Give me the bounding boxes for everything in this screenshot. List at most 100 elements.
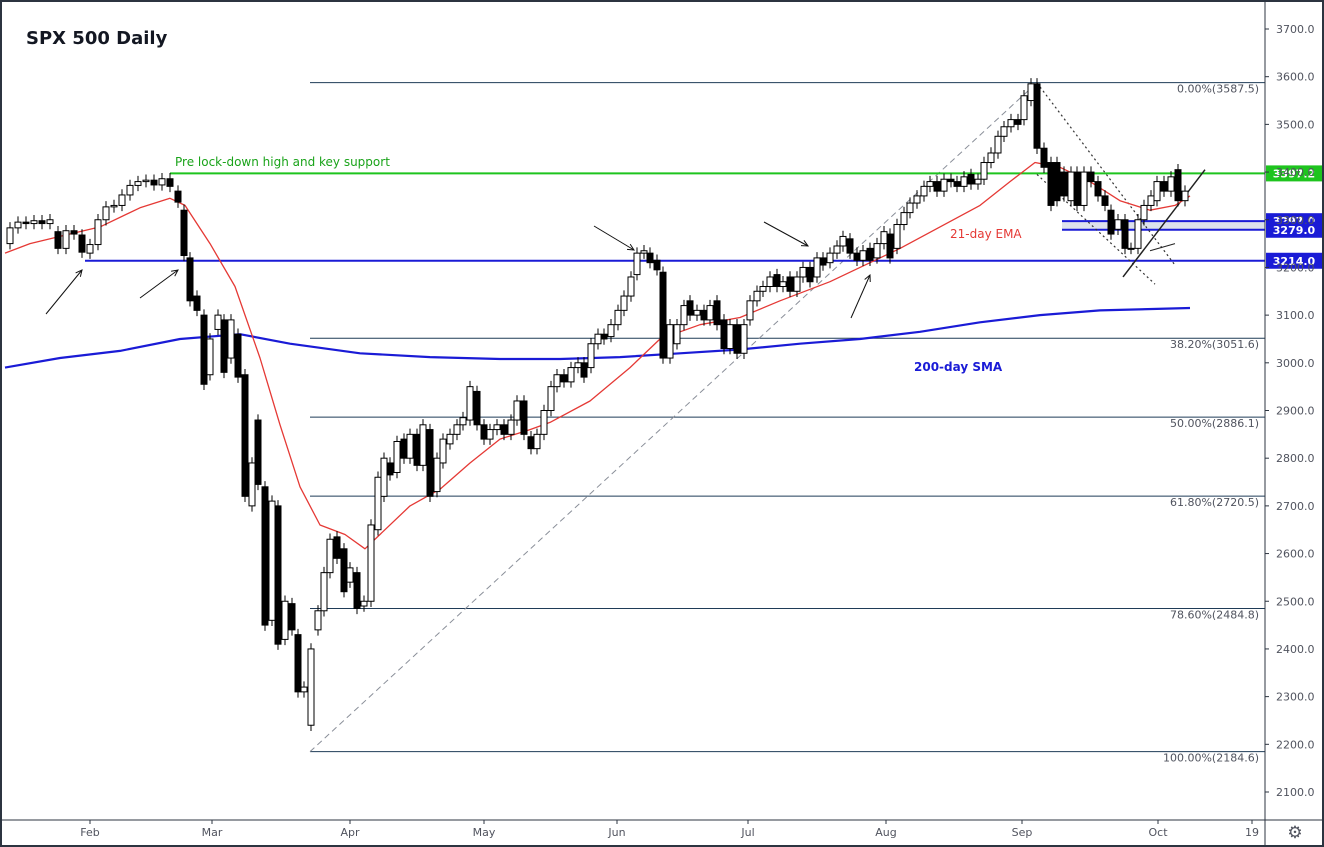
- y-tick-label: 3000.0: [1276, 357, 1315, 370]
- candle-body: [920, 185, 928, 197]
- candle-body: [220, 319, 228, 373]
- candle-down: [1014, 113, 1022, 131]
- candle-body: [261, 486, 269, 626]
- candle-down: [78, 229, 86, 258]
- candle-body: [62, 230, 70, 249]
- candle-down: [193, 290, 201, 317]
- candle-up: [1067, 166, 1075, 207]
- candle-body: [1000, 126, 1008, 137]
- candle-down: [806, 261, 814, 288]
- candle-body: [14, 221, 22, 229]
- candle-body: [547, 386, 555, 411]
- candle-down: [38, 214, 46, 230]
- candle-up: [307, 643, 315, 731]
- candle-up: [248, 457, 256, 512]
- y-tick-label: 2300.0: [1276, 691, 1315, 704]
- candle-body: [393, 440, 401, 473]
- candle-down: [200, 309, 208, 390]
- candle-down: [1121, 214, 1129, 255]
- candle-body: [102, 206, 110, 221]
- candle-up: [439, 433, 447, 469]
- candle-down: [953, 175, 961, 193]
- candle-up: [726, 318, 734, 355]
- settings-gear-icon[interactable]: ⚙: [1287, 823, 1303, 843]
- candle-body: [819, 257, 827, 266]
- candle-body: [326, 538, 334, 574]
- candle-up: [466, 380, 474, 426]
- fibonacci-retracement[interactable]: 0.00%(3587.5) 38.20%(3051.6) 50.00%(2886.1…: [309, 82, 1265, 765]
- candle-body: [320, 572, 328, 612]
- candle-up: [1134, 214, 1142, 255]
- candle-up: [118, 189, 126, 212]
- candle-down: [686, 295, 694, 321]
- candle-body: [940, 178, 948, 192]
- candle-body: [759, 286, 767, 292]
- candle-up: [486, 423, 494, 445]
- candle-body: [118, 194, 126, 206]
- candle-body: [486, 429, 494, 440]
- candle-down: [1094, 175, 1102, 202]
- candle-up: [640, 245, 648, 259]
- candle-up: [594, 328, 602, 350]
- x-tick-label: Aug: [875, 826, 896, 839]
- candle-body: [513, 400, 521, 421]
- candle-body: [1167, 176, 1175, 192]
- candle-body: [646, 252, 654, 264]
- candle-body: [1073, 171, 1081, 206]
- candle-up: [158, 173, 166, 191]
- arrow-shaft: [763, 221, 809, 247]
- candle-down: [1040, 142, 1048, 174]
- candle-up: [826, 247, 834, 269]
- candle-up: [540, 404, 548, 441]
- fib-level-label: 50.00%(2886.1): [1170, 417, 1259, 430]
- candle-down: [254, 414, 262, 491]
- candle-down: [386, 457, 394, 481]
- candle-body: [1107, 209, 1115, 235]
- candle-body: [853, 252, 861, 261]
- candle-up: [507, 414, 515, 441]
- candle-body: [680, 305, 688, 326]
- candle-up: [753, 285, 761, 307]
- candle-body: [1153, 181, 1161, 202]
- candle-body: [480, 424, 488, 440]
- x-tick-label: Oct: [1148, 826, 1168, 839]
- candle-up: [1147, 190, 1155, 212]
- candle-body: [520, 400, 528, 435]
- fib-level-label: 78.60%(2484.8): [1170, 608, 1259, 621]
- candle-down: [520, 395, 528, 441]
- candle-body: [813, 257, 821, 278]
- candle-body: [567, 367, 575, 383]
- candle-body: [86, 244, 94, 254]
- candle-down: [400, 433, 408, 464]
- candle-down: [426, 423, 434, 503]
- candle-body: [386, 462, 394, 476]
- candle-down: [413, 428, 421, 472]
- candle-up: [627, 271, 635, 302]
- x-tick-label: 19: [1245, 826, 1259, 839]
- candle-up: [940, 173, 948, 197]
- candle-down: [150, 174, 158, 191]
- candle-body: [799, 266, 807, 278]
- candle-body: [281, 600, 289, 640]
- candle-up: [346, 562, 354, 588]
- candle-body: [1114, 219, 1122, 230]
- candle-up: [6, 222, 14, 250]
- y-tick-label: 2500.0: [1276, 595, 1315, 608]
- candle-body: [6, 227, 14, 245]
- candle-body: [158, 178, 166, 186]
- y-tick-label: 3700.0: [1276, 23, 1315, 36]
- candle-up: [459, 411, 467, 431]
- candle-body: [400, 438, 408, 459]
- candle-body: [234, 333, 242, 378]
- candle-body: [241, 374, 249, 497]
- candlestick-series: [6, 78, 1189, 731]
- candle-up: [766, 271, 774, 293]
- candle-up: [14, 216, 22, 234]
- level-zone: [1062, 221, 1265, 230]
- candle-up: [206, 333, 214, 381]
- candle-down: [1087, 166, 1095, 188]
- candle-body: [880, 231, 888, 245]
- arrow-shaft: [139, 269, 179, 299]
